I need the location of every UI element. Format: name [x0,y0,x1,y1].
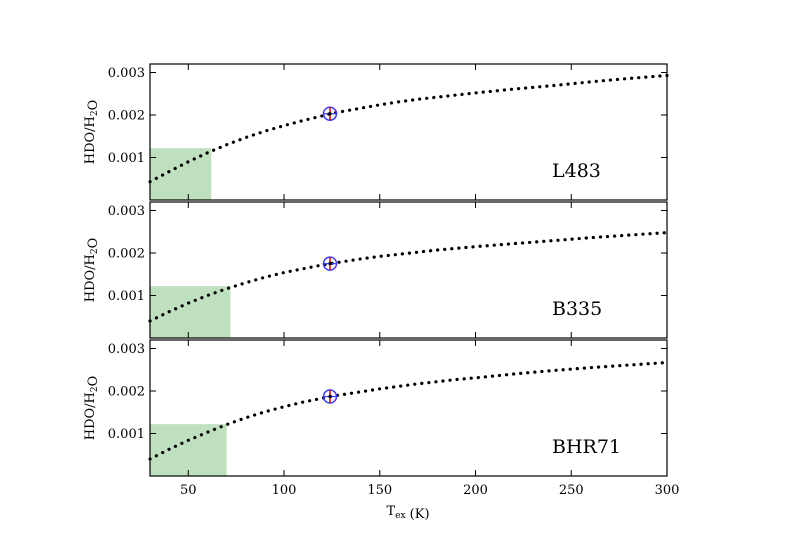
y-tick-label: 0.002 [108,385,145,400]
panel-b335: 0.001 0.002 0.003 B335 HDO/H2O [83,201,669,339]
panel-label: BHR71 [552,436,621,458]
x-tick-label: 300 [655,483,680,498]
y-axis-label: HDO/H2O [83,100,101,165]
y-tick-label: 0.003 [108,342,145,357]
plot-frame [149,339,668,477]
series-line [148,73,669,184]
plot-frame [149,63,668,201]
data-marker-dot [328,112,332,116]
panel-label: B335 [552,298,602,320]
y-tick-label: 0.001 [108,151,145,166]
shaded-region [150,286,231,338]
series-line [148,360,669,461]
panel-label: L483 [552,160,601,182]
y-tick-label: 0.003 [108,66,145,81]
panel-l483: 0.001 0.002 0.003 L483 HDO/H2O [83,63,669,201]
panels: 0.0010.0020.003L483HDO/H2O0.0010.0020.00… [83,63,680,498]
plot-frame [149,201,668,339]
data-marker-dot [328,262,332,266]
y-tick-label: 0.003 [108,204,145,219]
x-tick-label: 100 [272,483,297,498]
x-axis-label: Tex (K) [386,504,429,522]
x-tick-label: 200 [463,483,488,498]
y-axis-label: HDO/H2O [83,376,101,441]
y-axis-label: HDO/H2O [83,238,101,303]
shaded-region [150,424,227,476]
y-tick-label: 0.002 [108,109,145,124]
data-marker-dot [328,394,332,399]
x-tick-label: 250 [559,483,584,498]
y-tick-label: 0.001 [108,427,145,442]
x-tick-label: 150 [367,483,392,498]
y-tick-label: 0.002 [108,247,145,262]
y-tick-label: 0.001 [108,289,145,304]
panel-bhr71: 0.001 0.002 0.003 50 100 150 200 250 300 BHR71 HDO… [83,339,680,498]
x-tick-label: 50 [180,483,197,498]
